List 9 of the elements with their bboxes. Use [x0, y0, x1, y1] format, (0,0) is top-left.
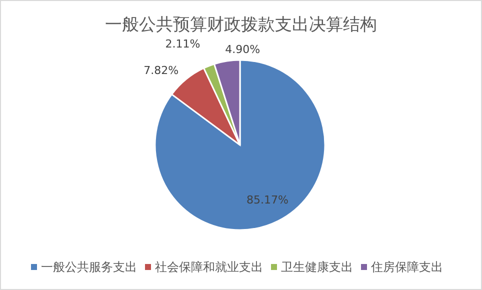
data-label: 7.82%	[144, 64, 179, 77]
legend-label: 住房保障支出	[370, 260, 443, 274]
chart-title: 一般公共预算财政拨款支出决算结构	[105, 15, 377, 35]
data-label: 4.90%	[225, 43, 260, 56]
data-label: 2.11%	[165, 38, 200, 51]
legend-label: 一般公共服务支出	[41, 260, 137, 274]
legend-label: 社会保障和就业支出	[155, 260, 263, 274]
data-label: 85.17%	[246, 194, 288, 207]
legend-label: 卫生健康支出	[281, 260, 353, 274]
